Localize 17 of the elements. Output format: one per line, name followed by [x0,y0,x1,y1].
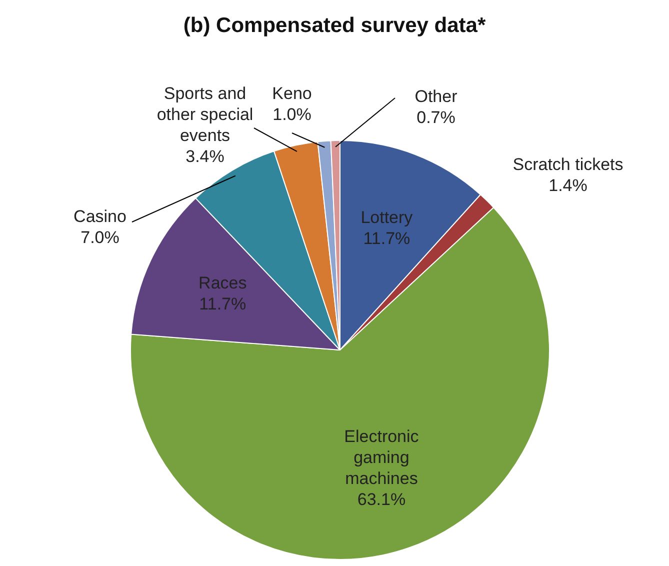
slice-label: Casino [74,207,126,226]
slice-label: Electronic gaming machines [344,426,420,488]
slice-label: Scratch tickets [512,155,624,174]
slice-label: Lottery [360,208,414,227]
data-label: 3.4% [186,147,224,166]
slice-label: Other [414,87,458,106]
data-label: 11.7% [363,228,410,248]
data-label: 1.0% [272,105,312,124]
data-label: 0.7% [416,108,456,128]
slice-label: Sports and other special events [156,84,254,146]
slice-label: Keno [272,84,312,104]
data-label: 7.0% [80,228,120,248]
chart-title: (b) Compensated survey data* [182,14,487,38]
data-label: 63.1% [357,490,406,509]
data-label: 11.7% [199,294,246,314]
slice-label: Races [198,274,247,293]
data-label: 1.4% [548,176,588,196]
